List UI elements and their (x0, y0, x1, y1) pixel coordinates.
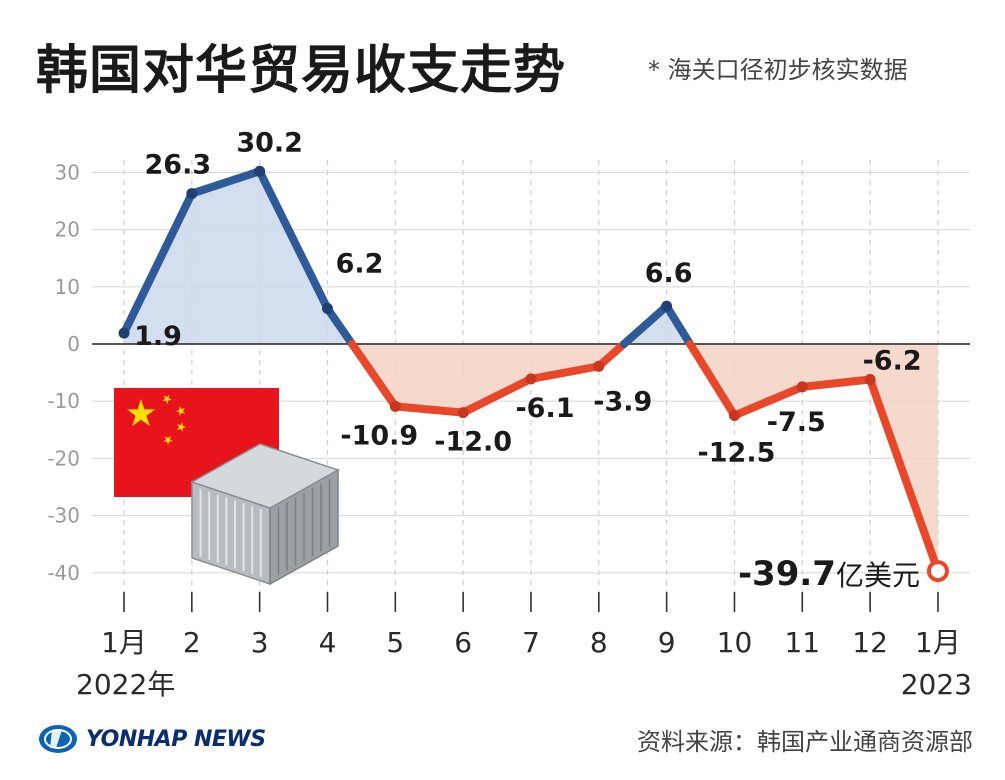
x-tick-label: 2 (183, 626, 201, 659)
y-tick-label: -30 (47, 504, 80, 528)
y-tick-label: -10 (47, 389, 80, 413)
x-tick-label: 6 (454, 626, 472, 659)
flag-small-star-icon (163, 435, 173, 445)
y-tick-label: 10 (55, 275, 80, 299)
yonhap-globe-icon (39, 725, 77, 753)
data-point (593, 360, 605, 372)
data-label: -10.9 (340, 420, 418, 451)
flag-small-star-icon (176, 422, 186, 432)
flag-big-star-icon (126, 399, 156, 427)
y-tick-label: 20 (55, 218, 80, 242)
x-tick-label: 12 (852, 626, 888, 659)
x-tick-label: 8 (590, 626, 608, 659)
year-label: 2022年 (76, 668, 175, 701)
data-label: -7.5 (767, 407, 826, 438)
x-tick-label: 4 (319, 626, 337, 659)
negative-area (352, 344, 625, 413)
yonhap-logo-text: YONHAP NEWS (86, 726, 266, 752)
yonhap-logo: YONHAP NEWS (36, 722, 266, 756)
y-tick-label: 0 (67, 332, 80, 356)
y-tick-label: -20 (47, 446, 80, 470)
y-tick-label: 30 (55, 160, 80, 184)
data-label-last-value: -39.7 (738, 554, 836, 594)
data-label: 6.6 (645, 258, 693, 289)
x-tick-label: 9 (658, 626, 676, 659)
data-point (864, 373, 876, 385)
data-point (321, 303, 333, 315)
data-label-unit: 亿美元 (836, 559, 920, 592)
data-label: -12.0 (434, 427, 512, 458)
data-point (389, 400, 401, 412)
chart-title: 韩国对华贸易收支走势 (36, 41, 567, 101)
x-tick-label: 10 (717, 626, 753, 659)
data-label: 30.2 (236, 127, 303, 158)
data-point (796, 381, 808, 393)
flag-small-star-icon (176, 406, 186, 416)
data-label: -6.2 (863, 345, 922, 376)
data-label: -6.1 (515, 393, 574, 424)
data-point (728, 410, 740, 421)
x-tick-label: 11 (784, 626, 820, 659)
trade-balance-chart: 30 20 10 0 -10 -20 -30 -40 1.9 26.3 30.2 6.2 -10.9 -1… (47, 127, 972, 701)
data-label-last: -39.7亿美元 (738, 554, 920, 594)
x-tick-label: 7 (522, 626, 540, 659)
data-label: -12.5 (698, 438, 776, 469)
container-top (190, 443, 340, 509)
data-label: 26.3 (145, 150, 212, 181)
data-point (254, 165, 266, 177)
data-point-last (926, 560, 949, 583)
negative-line (348, 340, 629, 417)
x-tick-label: 1月 (101, 626, 147, 659)
data-point (661, 300, 673, 312)
positive-area (124, 171, 353, 344)
data-point (186, 188, 198, 200)
data-point (118, 327, 130, 339)
data-note: * 海关口径初步核实数据 (648, 56, 908, 84)
negative-area (690, 344, 938, 572)
source-note: 资料来源：韩国产业通商资源部 (637, 728, 973, 756)
data-point (525, 373, 537, 385)
data-point (457, 407, 469, 419)
data-label: 1.9 (134, 321, 182, 352)
x-tick-label: 3 (251, 626, 269, 659)
x-tick-label: 1月 (915, 626, 961, 659)
data-label: -3.9 (593, 386, 652, 417)
data-label: 6.2 (336, 249, 384, 280)
x-tick-label: 5 (386, 626, 404, 659)
year-label: 2023 (901, 668, 972, 701)
flag-small-star-icon (162, 394, 172, 404)
y-tick-label: -40 (47, 561, 80, 585)
